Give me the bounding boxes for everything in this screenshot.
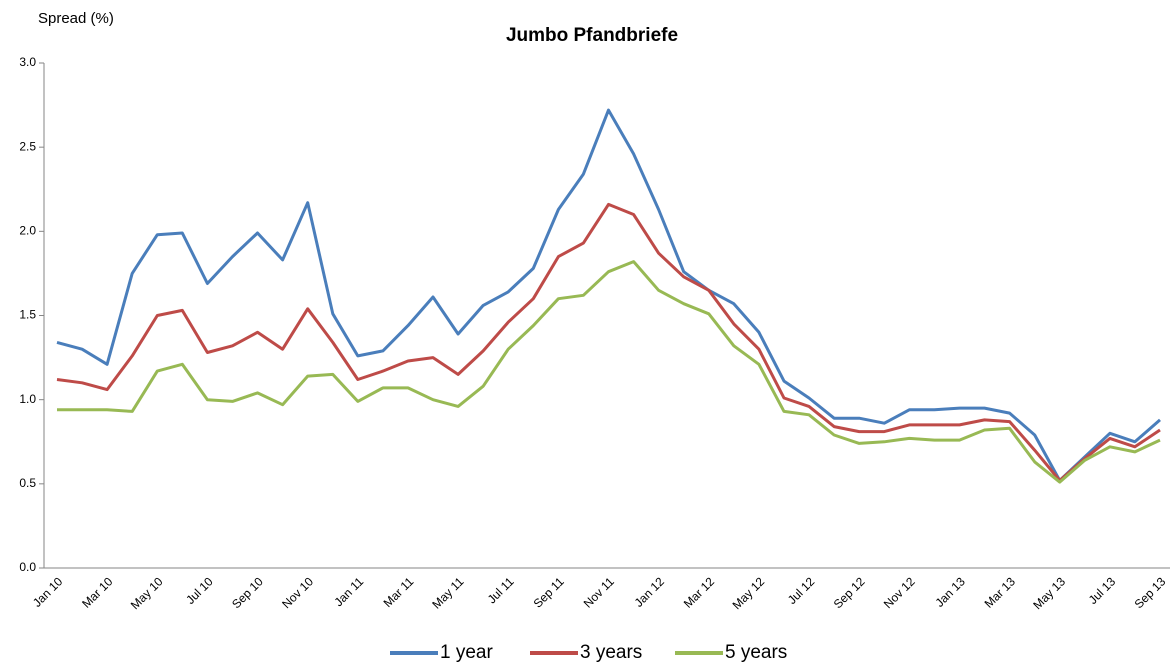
series-line xyxy=(56,108,1161,482)
x-tick-label: Jan 10 xyxy=(30,574,66,610)
x-tick-label: May 11 xyxy=(429,574,466,611)
x-tick-label: Nov 10 xyxy=(279,574,316,611)
x-tick-label: Jul 11 xyxy=(485,574,517,606)
series-line xyxy=(56,202,1161,482)
x-tick-label: Jan 12 xyxy=(632,574,668,610)
legend-label: 1 year xyxy=(440,642,493,663)
x-tick-label: May 13 xyxy=(1030,574,1068,612)
x-tick-label: Sep 12 xyxy=(831,574,868,611)
x-tick-label: Jul 12 xyxy=(785,574,818,607)
y-tick-label: 3.0 xyxy=(19,55,36,69)
x-tick-label: May 12 xyxy=(730,574,768,612)
y-tick-label: 2.0 xyxy=(19,224,36,238)
legend-label: 5 years xyxy=(725,642,787,663)
x-tick-label: Sep 11 xyxy=(531,574,567,610)
x-tick-label: May 10 xyxy=(128,574,166,612)
x-tick-label: Jan 13 xyxy=(932,574,968,610)
x-tick-label: Mar 13 xyxy=(982,574,1019,611)
series-line xyxy=(57,260,1161,484)
legend-label: 3 years xyxy=(580,642,642,663)
x-tick-label: Jan 11 xyxy=(331,574,366,609)
y-axis-label: Spread (%) xyxy=(38,10,114,27)
y-tick-label: 0.0 xyxy=(19,560,36,574)
x-tick-label: Nov 12 xyxy=(881,574,918,611)
y-tick-label: 1.0 xyxy=(19,392,36,406)
y-tick-label: 0.5 xyxy=(19,476,36,490)
x-tick-label: Mar 10 xyxy=(79,574,116,611)
x-tick-label: Sep 10 xyxy=(229,574,266,611)
chart-title: Jumbo Pfandbriefe xyxy=(506,25,678,46)
x-tick-label: Sep 13 xyxy=(1132,574,1169,611)
x-tick-label: Mar 12 xyxy=(681,574,718,611)
y-tick-label: 1.5 xyxy=(19,308,36,322)
x-tick-label: Mar 11 xyxy=(381,574,417,610)
x-tick-label: Jul 13 xyxy=(1086,574,1119,607)
x-tick-label: Jul 10 xyxy=(183,574,216,607)
y-tick-label: 2.5 xyxy=(19,139,36,153)
x-tick-label: Nov 11 xyxy=(581,574,617,610)
